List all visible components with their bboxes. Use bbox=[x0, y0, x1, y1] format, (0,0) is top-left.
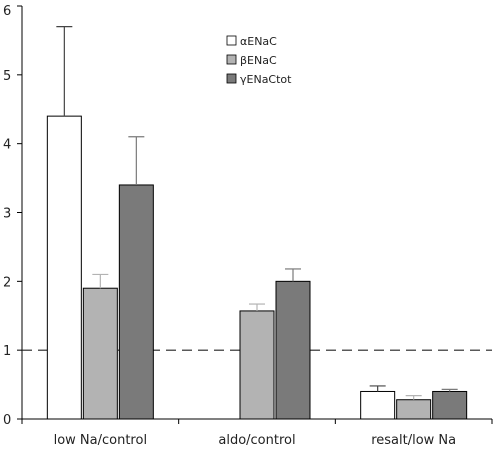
y-tick-label: 4 bbox=[3, 138, 11, 153]
bars bbox=[46, 26, 468, 420]
bar bbox=[396, 399, 432, 420]
y-tick-label: 6 bbox=[3, 4, 11, 19]
legend-label: γENaCtot bbox=[240, 73, 292, 86]
y-tick-label: 0 bbox=[3, 413, 11, 428]
x-tick-label: resalt/low Na bbox=[371, 433, 456, 448]
bar bbox=[275, 280, 311, 420]
bar bbox=[239, 310, 275, 420]
bar bbox=[46, 115, 82, 420]
legend: αENaC βENaC γENaCtot bbox=[226, 35, 292, 86]
y-tick-label: 2 bbox=[3, 275, 11, 290]
legend-label: βENaC bbox=[240, 54, 277, 67]
y-tick-label: 3 bbox=[3, 207, 11, 222]
y-tick-label: 1 bbox=[3, 344, 11, 359]
legend-label: αENaC bbox=[240, 35, 277, 48]
bar bbox=[118, 184, 154, 420]
bar bbox=[82, 287, 118, 420]
x-tick-label: aldo/control bbox=[218, 433, 295, 448]
y-tick-label: 5 bbox=[3, 69, 11, 84]
legend-swatch bbox=[226, 73, 237, 84]
x-tick-label: low Na/control bbox=[54, 433, 147, 448]
bar bbox=[360, 390, 396, 420]
legend-swatch bbox=[226, 54, 237, 65]
legend-swatch bbox=[226, 35, 237, 46]
bar bbox=[432, 390, 468, 420]
